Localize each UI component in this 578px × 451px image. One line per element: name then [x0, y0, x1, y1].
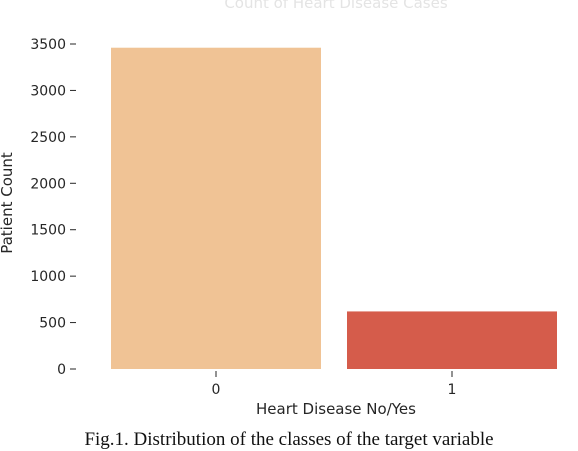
y-tick-label: 2500: [30, 130, 66, 146]
bar-0: [111, 47, 321, 369]
y-tick-label: 1000: [30, 269, 66, 285]
y-tick-label: 3500: [30, 37, 66, 53]
y-tick-label: 1500: [30, 223, 66, 239]
chart-title: Count of Heart Disease Cases: [224, 0, 448, 12]
y-axis-label: Patient Count: [0, 152, 16, 254]
bars: [111, 47, 557, 369]
y-tick-label: 500: [39, 316, 66, 332]
y-tick-label: 0: [57, 362, 66, 378]
y-axis: 0 500 1000 1500 2000 2500 3000 3500: [30, 37, 76, 378]
y-tick-label: 2000: [30, 176, 66, 192]
x-tick-label: 0: [212, 382, 221, 398]
x-tick-label: 1: [448, 382, 457, 398]
y-tick-label: 3000: [30, 83, 66, 99]
figure-caption: Fig.1. Distribution of the classes of th…: [84, 429, 494, 450]
bar-1: [347, 311, 557, 369]
x-axis-label: Heart Disease No/Yes: [256, 400, 416, 418]
